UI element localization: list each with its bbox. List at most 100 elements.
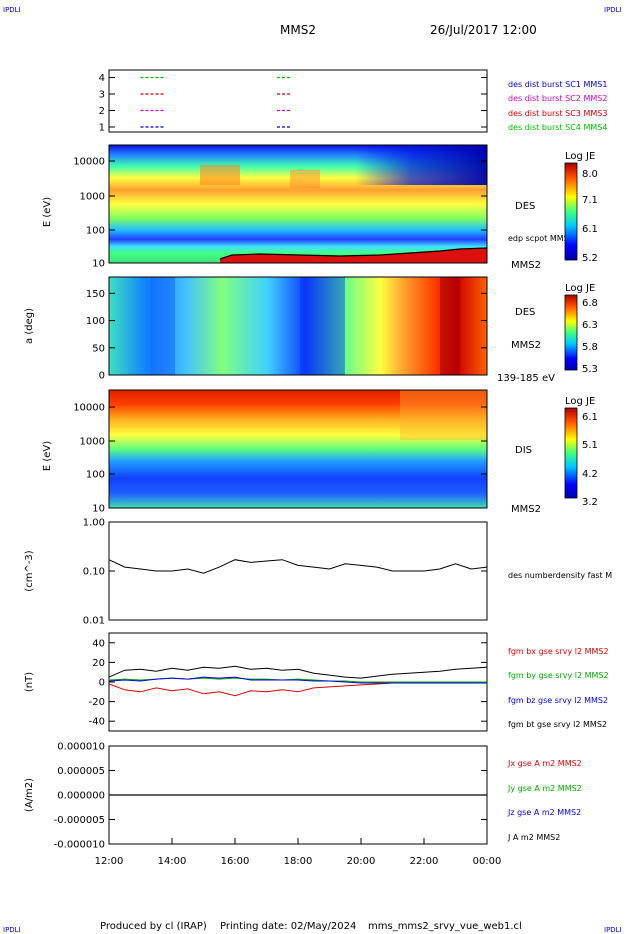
des-pitch-colorbar-tick-min: 5.3 xyxy=(582,364,598,375)
density-ylabel: (cm^-3) xyxy=(24,550,35,591)
des-energy-label: DES xyxy=(515,201,535,212)
dis-energy-heatmap xyxy=(109,390,487,508)
des-energy-tick-label: 100 xyxy=(86,226,105,237)
current-legend-jx: Jx gse A m2 MMS2 xyxy=(507,759,582,768)
bfield-yticks: 40 20 0 -20 -40 xyxy=(89,638,487,728)
panel-burst-yticks: 4 3 2 1 xyxy=(99,73,487,134)
panel-burst-frame xyxy=(108,69,488,133)
current-legend-j: J A m2 MMS2 xyxy=(507,833,560,842)
dis-energy-colorbar xyxy=(564,407,578,499)
bfield-series xyxy=(108,665,488,697)
des-energy-colorbar-title: Log JE xyxy=(565,151,595,162)
des-pitch-colorbar xyxy=(564,294,578,371)
density-line xyxy=(108,559,488,574)
density-tick-label: 0.01 xyxy=(83,616,105,627)
plot-title-spacecraft: MMS2 xyxy=(280,23,316,37)
current-legend-jy: Jy gse A m2 MMS2 xyxy=(507,784,582,793)
des-energy-sc-label: MMS2 xyxy=(511,260,541,271)
density-series xyxy=(108,559,488,574)
panel-current: 0.000010 0.000005 0.000000 -0.000005 -0.0000… xyxy=(24,742,582,851)
burst-legend-mms3: des dist burst SC3 MMS3 xyxy=(508,109,607,118)
des-pitch-sc-label: MMS2 xyxy=(511,340,541,351)
bfield-bx-line xyxy=(108,681,487,697)
bfield-tick-label: -40 xyxy=(89,717,105,728)
burst-tick-label: 3 xyxy=(99,90,105,101)
footer-printing-date: Printing date: 02/May/2024 xyxy=(220,921,356,932)
density-tick-label: 0.10 xyxy=(83,567,105,578)
des-energy-ylabel: E (eV) xyxy=(42,197,53,227)
des-energy-yticks: 10000 1000 100 10 xyxy=(73,157,487,270)
time-tick-label: 12:00 xyxy=(95,856,124,867)
dis-energy-tick-label: 10000 xyxy=(73,403,105,414)
dis-energy-frame xyxy=(108,389,488,509)
density-legend: des numberdensity fast M xyxy=(508,571,612,580)
dis-energy-colorbar-title: Log JE xyxy=(565,396,595,407)
dis-energy-yticks: 10000 1000 100 10 xyxy=(73,403,487,515)
bfield-ylabel: (nT) xyxy=(24,672,35,692)
des-energy-colorbar xyxy=(564,162,578,261)
bfield-legend-bx: fgm bx gse srvy l2 MMS2 xyxy=(508,647,609,656)
corner-label-top-right: IPDLI xyxy=(604,6,622,14)
bfield-tick-label: 0 xyxy=(99,678,105,689)
des-pitch-colorbar-title: Log JE xyxy=(565,283,595,294)
dis-energy-colorbar-tick-3: 4.2 xyxy=(582,469,598,480)
bfield-tick-label: -20 xyxy=(89,697,105,708)
bfield-bz-line xyxy=(108,676,487,684)
time-tick-label: 14:00 xyxy=(158,856,187,867)
dis-energy-sc-label: MMS2 xyxy=(511,504,541,515)
des-pitch-tick-label: 0 xyxy=(99,371,105,382)
time-tick-label: 16:00 xyxy=(221,856,250,867)
burst-tick-label: 1 xyxy=(99,123,105,134)
current-tick-label: -0.000010 xyxy=(54,840,105,851)
time-axis: 12:00 14:00 16:00 18:00 20:00 22:00 00:00 xyxy=(95,838,502,867)
corner-label-bottom-right: IPDLI xyxy=(604,926,622,934)
time-tick-label: 18:00 xyxy=(284,856,313,867)
des-energy-colorbar-tick-min: 5.2 xyxy=(582,253,598,264)
des-pitch-blue-band-1 xyxy=(150,277,175,375)
burst-legend-mms2: des dist burst SC2 MMS2 xyxy=(508,94,607,103)
bfield-tick-label: 20 xyxy=(92,658,105,669)
dis-energy-tick-label: 10 xyxy=(92,504,105,515)
panel-des-pitch: 150 100 50 0 a (deg) DES MMS2 139-185 eV Lo… xyxy=(24,276,598,384)
dis-energy-ylabel: E (eV) xyxy=(42,441,53,471)
des-pitch-colorbar-tick-2: 6.3 xyxy=(582,320,598,331)
des-energy-colorbar-tick-3: 6.1 xyxy=(582,224,598,235)
footer-produced-by: Produced by cl (IRAP) xyxy=(100,921,207,932)
dis-energy-colorbar-tick-min: 3.2 xyxy=(582,497,598,508)
des-energy-hot-band-2 xyxy=(290,170,320,188)
des-energy-colorbar-tick-max: 8.0 xyxy=(582,169,598,180)
des-pitch-label: DES xyxy=(515,307,535,318)
dis-energy-tick-label: 100 xyxy=(86,470,105,481)
bfield-legend-bz: fgm bz gse srvy l2 MMS2 xyxy=(508,696,608,705)
des-energy-tick-label: 1000 xyxy=(80,192,105,203)
bfield-legend-by: fgm by gse srvy l2 MMS2 xyxy=(508,671,609,680)
current-tick-label: -0.000005 xyxy=(54,815,105,826)
time-tick-label: 00:00 xyxy=(473,856,502,867)
des-energy-scpot-label: edp scpot MMS2 xyxy=(508,234,574,243)
current-tick-label: 0.000010 xyxy=(57,742,105,753)
des-pitch-frame xyxy=(108,276,488,376)
des-pitch-tick-label: 100 xyxy=(86,316,105,327)
current-yticks: 0.000010 0.000005 0.000000 -0.000005 -0.0000… xyxy=(54,742,487,851)
panel-des-energy: 10000 1000 100 10 E (eV) DES edp scpot MMS2… xyxy=(42,144,598,271)
bfield-tick-label: 40 xyxy=(92,638,105,649)
des-pitch-colorbar-tick-3: 5.8 xyxy=(582,342,598,353)
footer-filename: mms_mms2_srvy_vue_web1.cl xyxy=(368,921,522,932)
bfield-legend-bt: fgm bt gse srvy l2 MMS2 xyxy=(508,720,607,729)
des-pitch-tick-label: 50 xyxy=(92,343,105,354)
dis-energy-label: DIS xyxy=(515,445,532,456)
corner-label-bottom-left: IPDLI xyxy=(3,926,21,934)
des-energy-frame xyxy=(108,144,488,264)
des-energy-scpot-line xyxy=(219,247,488,260)
current-ylabel: (A/m2) xyxy=(24,778,35,812)
bfield-bt-line xyxy=(108,665,488,679)
burst-legend-mms4: des dist burst SC4 MMS4 xyxy=(508,123,607,132)
panel-bfield: 40 20 0 -20 -40 (nT) fgm bx gse srvy l2 MMS2… xyxy=(24,632,609,732)
des-energy-scpot-fill xyxy=(220,248,487,263)
time-tick-label: 22:00 xyxy=(410,856,439,867)
density-tick-label: 1.00 xyxy=(83,518,105,529)
dis-energy-late-shift xyxy=(400,390,487,440)
des-pitch-blue-band-2 xyxy=(300,277,345,375)
des-energy-tick-label: 10000 xyxy=(73,157,105,168)
